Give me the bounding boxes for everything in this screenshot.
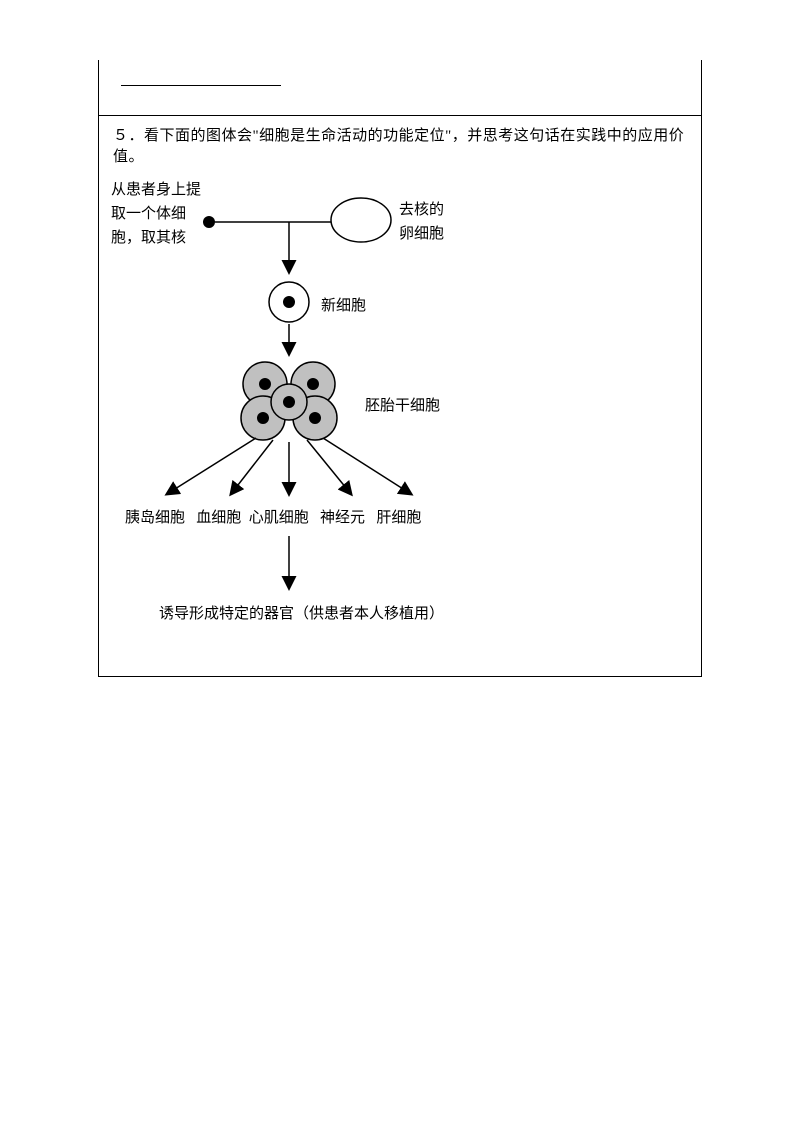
- question-box: ５．看下面的图体会"细胞是生命活动的功能定位"，并思考这句话在实践中的应用价值。…: [98, 116, 702, 677]
- new-cell-dot: [283, 296, 295, 308]
- question-body: 看下面的图体会"细胞是生命活动的功能定位"，并思考这句话在实践中的应用价值。: [113, 128, 684, 165]
- edge-arrow: [323, 438, 411, 494]
- edge-arrow: [231, 440, 273, 494]
- diagram-svg: [111, 172, 671, 640]
- flowchart-diagram: 从患者身上提 取一个体细 胞，取其核 去核的 卵细胞 新细胞 胚胎干细胞 胰岛细…: [111, 172, 671, 640]
- stem-cell-cluster: [241, 362, 337, 440]
- blank-line: [121, 72, 281, 86]
- edge-arrow: [307, 440, 351, 494]
- question-number: ５．: [113, 128, 144, 144]
- egg-cell: [331, 198, 391, 242]
- question-text: ５．看下面的图体会"细胞是生命活动的功能定位"，并思考这句话在实践中的应用价值。: [111, 124, 689, 166]
- upper-box: [98, 60, 702, 116]
- edge-arrow: [167, 438, 256, 494]
- document-page: ５．看下面的图体会"细胞是生命活动的功能定位"，并思考这句话在实践中的应用价值。…: [0, 0, 800, 677]
- nucleus-dot: [203, 216, 215, 228]
